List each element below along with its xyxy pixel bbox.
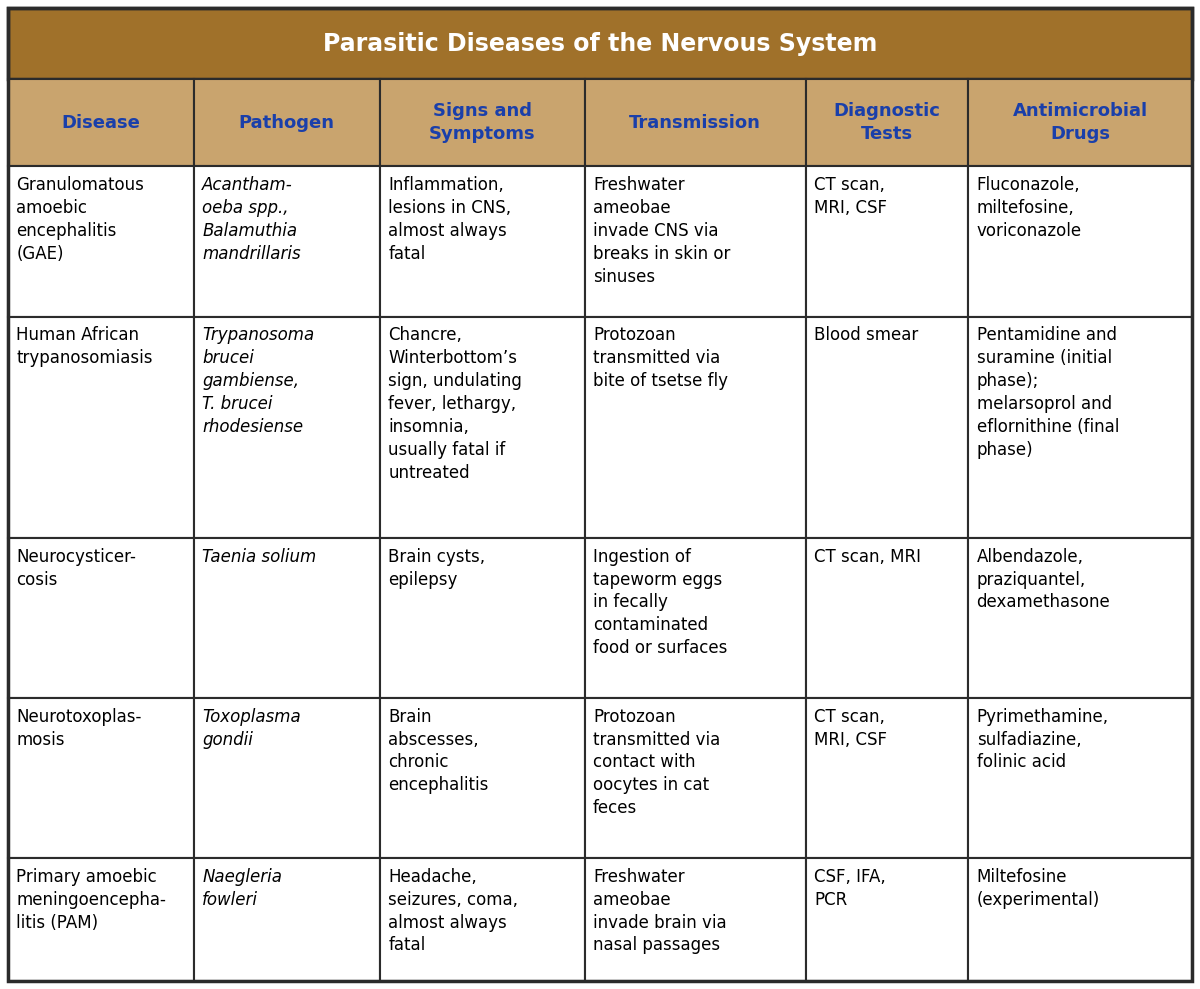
Text: CT scan,
MRI, CSF: CT scan, MRI, CSF [815,176,888,217]
Bar [806,316,968,538]
Bar [379,698,584,857]
Text: CSF, IFA,
PCR: CSF, IFA, PCR [815,867,886,909]
Text: Primary amoebic
meningoencepha-
litis (PAM): Primary amoebic meningoencepha- litis (P… [17,867,167,932]
Text: Granulomatous
amoebic
encephalitis
(GAE): Granulomatous amoebic encephalitis (GAE) [17,176,144,263]
Text: Neurotoxoplas-
mosis: Neurotoxoplas- mosis [17,708,142,749]
Text: Toxoplasma
gondii: Toxoplasma gondii [203,708,301,749]
Text: Naegleria
fowleri: Naegleria fowleri [203,867,282,909]
Text: Acantham-
oeba spp.,
Balamuthia
mandrillaris: Acantham- oeba spp., Balamuthia mandrill… [203,176,301,263]
Bar [968,857,1192,981]
Bar [194,79,379,166]
Bar [379,538,584,698]
Text: Freshwater
ameobae
invade brain via
nasal passages: Freshwater ameobae invade brain via nasa… [593,867,727,954]
Text: Blood smear: Blood smear [815,326,919,344]
Text: CT scan, MRI: CT scan, MRI [815,548,922,566]
Bar [806,857,968,981]
Text: Protozoan
transmitted via
contact with
oocytes in cat
feces: Protozoan transmitted via contact with o… [593,708,720,817]
Bar [584,857,806,981]
Text: Chancre,
Winterbottom’s
sign, undulating
fever, lethargy,
insomnia,
usually fata: Chancre, Winterbottom’s sign, undulating… [388,326,522,482]
Bar [806,698,968,857]
Bar [8,79,194,166]
Text: Brain cysts,
epilepsy: Brain cysts, epilepsy [388,548,485,588]
Bar [8,316,194,538]
Bar [194,166,379,316]
Text: Pathogen: Pathogen [239,114,335,132]
Text: Taenia solium: Taenia solium [203,548,317,566]
Text: Protozoan
transmitted via
bite of tsetse fly: Protozoan transmitted via bite of tsetse… [593,326,728,391]
Bar [584,166,806,316]
Bar [379,316,584,538]
Text: Fluconazole,
miltefosine,
voriconazole: Fluconazole, miltefosine, voriconazole [977,176,1081,240]
Bar [379,166,584,316]
Text: CT scan,
MRI, CSF: CT scan, MRI, CSF [815,708,888,749]
Text: Freshwater
ameobae
invade CNS via
breaks in skin or
sinuses: Freshwater ameobae invade CNS via breaks… [593,176,731,286]
Text: Human African
trypanosomiasis: Human African trypanosomiasis [17,326,152,367]
Bar [584,316,806,538]
Bar [8,538,194,698]
Text: Signs and
Symptoms: Signs and Symptoms [428,102,535,143]
Bar [584,79,806,166]
Bar [968,316,1192,538]
Text: Neurocysticer-
cosis: Neurocysticer- cosis [17,548,137,588]
Text: Antimicrobial
Drugs: Antimicrobial Drugs [1013,102,1147,143]
Bar [194,316,379,538]
Bar [8,698,194,857]
Bar [968,166,1192,316]
Bar [8,166,194,316]
Bar [8,857,194,981]
Text: Headache,
seizures, coma,
almost always
fatal: Headache, seizures, coma, almost always … [388,867,518,954]
Text: Miltefosine
(experimental): Miltefosine (experimental) [977,867,1100,909]
Bar [584,698,806,857]
Bar [806,79,968,166]
Text: Albendazole,
praziquantel,
dexamethasone: Albendazole, praziquantel, dexamethasone [977,548,1110,611]
Bar [194,698,379,857]
Text: Parasitic Diseases of the Nervous System: Parasitic Diseases of the Nervous System [323,32,877,55]
Text: Brain
abscesses,
chronic
encephalitis: Brain abscesses, chronic encephalitis [388,708,488,794]
Text: Disease: Disease [61,114,140,132]
Bar [194,538,379,698]
Text: Ingestion of
tapeworm eggs
in fecally
contaminated
food or surfaces: Ingestion of tapeworm eggs in fecally co… [593,548,727,658]
Bar [806,538,968,698]
Text: Pyrimethamine,
sulfadiazine,
folinic acid: Pyrimethamine, sulfadiazine, folinic aci… [977,708,1109,771]
Bar [379,79,584,166]
Bar [968,538,1192,698]
Text: Inflammation,
lesions in CNS,
almost always
fatal: Inflammation, lesions in CNS, almost alw… [388,176,511,263]
Bar [379,857,584,981]
Bar [806,166,968,316]
Text: Trypanosoma
brucei
gambiense,
T. brucei
rhodesiense: Trypanosoma brucei gambiense, T. brucei … [203,326,314,436]
Bar [8,8,1192,79]
Text: Diagnostic
Tests: Diagnostic Tests [834,102,941,143]
Text: Transmission: Transmission [629,114,761,132]
Bar [584,538,806,698]
Bar [194,857,379,981]
Text: Pentamidine and
suramine (initial
phase);
melarsoprol and
eflornithine (final
ph: Pentamidine and suramine (initial phase)… [977,326,1118,459]
Bar [968,79,1192,166]
Bar [968,698,1192,857]
